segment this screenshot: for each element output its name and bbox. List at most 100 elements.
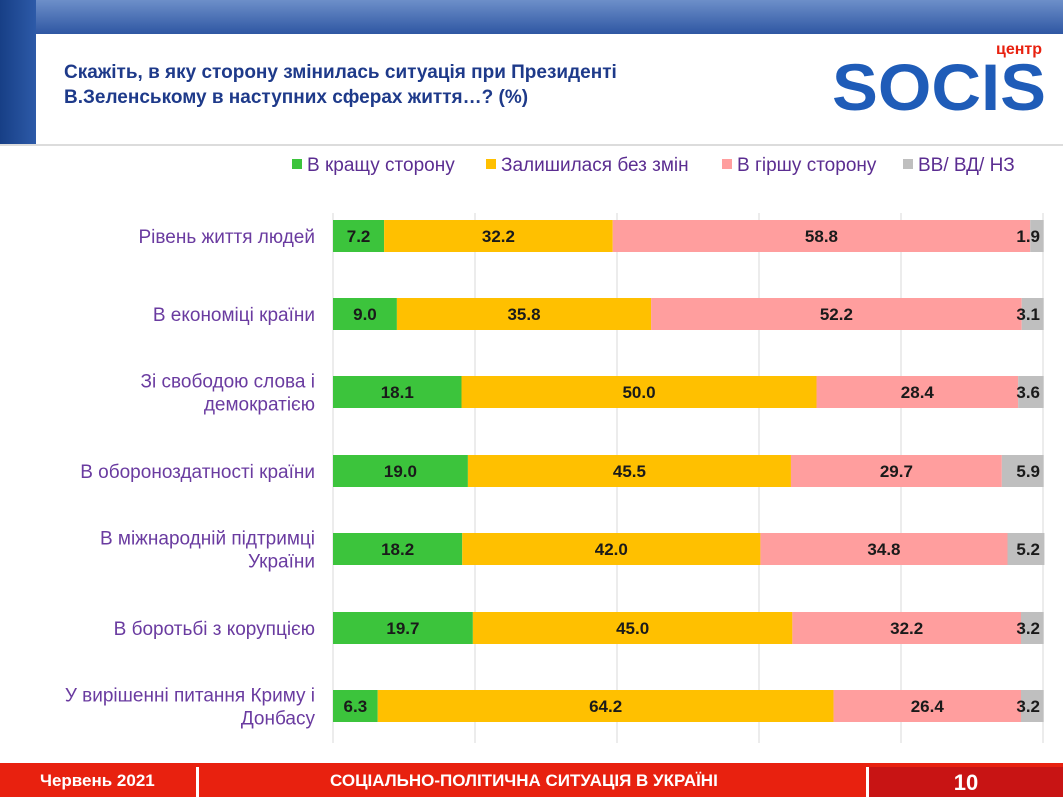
legend-item: В кращу сторону xyxy=(292,155,455,177)
data-label: 19.7 xyxy=(386,619,419,638)
category-label-line: Рівень життя людей xyxy=(139,227,316,248)
data-label: 18.2 xyxy=(381,540,414,559)
slide-title: Скажіть, в яку сторону змінилась ситуаці… xyxy=(64,62,617,108)
bar-segment xyxy=(333,533,463,565)
category-label-line: У вирішенні питання Криму і xyxy=(65,686,315,707)
category-label: Рівень життя людей xyxy=(139,227,316,248)
bar-segment xyxy=(472,612,793,644)
data-label: 3.1 xyxy=(1016,305,1040,324)
bar-segment xyxy=(1020,690,1044,722)
bar-segment xyxy=(333,298,397,330)
data-label: 45.5 xyxy=(613,462,646,481)
data-label: 7.2 xyxy=(347,227,371,246)
category-label: В боротьбі з корупцією xyxy=(114,619,315,640)
legend-item: Залишилася без змін xyxy=(486,155,689,177)
category-label-line: України xyxy=(248,552,315,573)
stacked-bar-chart: Рівень життя людей 7.2 32.2 58.8 1.9 В економ… xyxy=(65,213,1045,743)
data-label: 28.4 xyxy=(901,383,935,402)
bar-segment xyxy=(612,220,1031,252)
category-label: У вирішенні питання Криму і Донбасу xyxy=(65,686,316,730)
bar-segment xyxy=(467,455,791,487)
page-number: 10 xyxy=(953,770,979,795)
bar-segment xyxy=(333,690,378,722)
legend-label: В гіршу сторону xyxy=(737,155,877,176)
data-label: 6.3 xyxy=(344,697,368,716)
data-label: 1.9 xyxy=(1016,227,1040,246)
bar-segment xyxy=(333,220,385,252)
bar-segment xyxy=(1007,533,1045,565)
legend-swatch xyxy=(486,158,496,169)
data-label: 9.0 xyxy=(353,305,377,324)
category-label-line: Зі свободою слова і xyxy=(141,372,315,393)
socis-logo: центр SOCIS xyxy=(832,41,1046,118)
category-label: В обороноздатності країни xyxy=(80,462,315,483)
category-label: Зі свободою слова і демократією xyxy=(141,372,315,416)
data-label: 52.2 xyxy=(820,305,853,324)
data-label: 5.9 xyxy=(1016,462,1040,481)
bar-segment xyxy=(333,612,473,644)
bar-segment xyxy=(760,533,1008,565)
category-label-line: Донбасу xyxy=(241,709,316,730)
bar-segment xyxy=(1030,220,1044,252)
data-label: 34.8 xyxy=(867,540,900,559)
legend-label: ВВ/ ВД/ НЗ xyxy=(918,155,1015,176)
data-label: 64.2 xyxy=(589,697,622,716)
bar-segment xyxy=(396,298,652,330)
data-label: 35.8 xyxy=(507,305,540,324)
bar-segment xyxy=(384,220,613,252)
data-label: 3.6 xyxy=(1016,383,1040,402)
legend-item: В гіршу сторону xyxy=(722,155,876,177)
bar-segment xyxy=(1020,612,1044,644)
footer-page-box: 10 xyxy=(866,767,1063,797)
footer-separator xyxy=(196,767,199,797)
bar-segment xyxy=(462,533,761,565)
top-banner xyxy=(0,0,1063,34)
footer-topic: СОЦІАЛЬНО-ПОЛІТИЧНА СИТУАЦІЯ В УКРАЇНІ xyxy=(330,771,718,790)
logo-small-text: центр xyxy=(996,41,1042,58)
header-panel xyxy=(36,34,1063,144)
header-divider xyxy=(0,144,1063,146)
data-label: 26.4 xyxy=(911,697,945,716)
category-label-line: В боротьбі з корупцією xyxy=(114,619,315,640)
footer-date: Червень 2021 xyxy=(40,771,155,790)
data-label: 5.2 xyxy=(1016,540,1040,559)
data-label: 3.2 xyxy=(1016,697,1040,716)
category-label: В міжнародній підтримці України xyxy=(100,529,315,573)
category-label: В економіці країни xyxy=(153,305,315,326)
legend-swatch xyxy=(722,158,732,169)
legend-item: ВВ/ ВД/ НЗ xyxy=(903,155,1015,177)
left-accent-bar xyxy=(0,0,36,144)
data-label: 58.8 xyxy=(805,227,838,246)
category-label-line: В обороноздатності країни xyxy=(80,462,315,483)
legend-label: В кращу сторону xyxy=(307,155,455,176)
data-label: 50.0 xyxy=(622,383,655,402)
data-label: 45.0 xyxy=(616,619,649,638)
bar-segment xyxy=(1021,298,1044,330)
bar-segment xyxy=(1018,376,1044,408)
chart-legend: В кращу сторону Залишилася без змін В гірш… xyxy=(0,152,1063,180)
data-label: 18.1 xyxy=(381,383,414,402)
bar-segment xyxy=(333,455,468,487)
category-label-line: В економіці країни xyxy=(153,305,315,326)
legend-swatch xyxy=(292,158,302,169)
data-label: 32.2 xyxy=(890,619,923,638)
logo-main-text: SOCIS xyxy=(832,50,1046,118)
data-label: 29.7 xyxy=(880,462,913,481)
category-label-line: В міжнародній підтримці xyxy=(100,529,315,550)
data-label: 3.2 xyxy=(1016,619,1040,638)
bar-segment xyxy=(833,690,1021,722)
legend-label: Залишилася без змін xyxy=(501,155,689,176)
bar-segment xyxy=(461,376,817,408)
data-label: 42.0 xyxy=(595,540,628,559)
bar-segment xyxy=(651,298,1022,330)
category-label-line: демократією xyxy=(204,395,315,416)
bar-segment xyxy=(333,376,462,408)
data-label: 19.0 xyxy=(384,462,417,481)
legend-swatch xyxy=(903,158,913,169)
bar-segment xyxy=(816,376,1019,408)
data-label: 32.2 xyxy=(482,227,515,246)
bar-segment xyxy=(377,690,834,722)
bar-segment xyxy=(790,455,1002,487)
bar-segment xyxy=(792,612,1021,644)
bar-segment xyxy=(1001,455,1044,487)
